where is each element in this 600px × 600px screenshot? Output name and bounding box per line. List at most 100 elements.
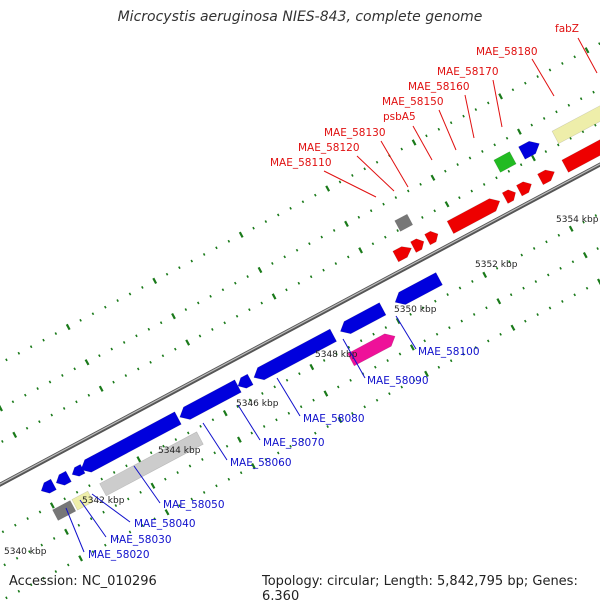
tick-mark [485,306,488,310]
forward-gene-label: MAE_58120 [298,142,360,154]
tick-mark [309,275,313,279]
tick-mark [237,436,242,443]
tick-mark [42,338,45,342]
scale-label: 5352 kbp [475,260,518,270]
tick-mark [201,458,204,461]
tick-mark [349,378,352,382]
tick-mark [394,196,398,199]
tick-mark [322,268,325,272]
tick-mark [141,286,144,289]
gene-green [493,151,517,173]
tick-mark [375,160,379,164]
tick-mark [262,425,266,428]
gene-callouts: MAE_58110 MAE_58120 MAE_58130 psbA5 MAE_5815… [65,23,598,561]
tick-mark [374,365,377,369]
tick-mark [261,392,264,395]
tick-mark [61,374,64,377]
tick-mark [448,326,451,330]
tick-mark [297,281,301,285]
tick-mark [474,346,478,349]
tick-mark [446,293,449,296]
scale-label: 5346 kbp [236,399,279,409]
tick-mark [474,108,478,111]
tick-mark [248,398,252,402]
tick-mark [75,490,79,494]
tick-mark [54,332,58,335]
tick-mark [124,374,128,377]
tick-mark [409,344,415,351]
tick-mark [359,339,363,343]
tick-mark [273,385,276,389]
tick-mark [225,444,229,448]
tick-mark [89,517,93,521]
tick-mark [112,471,116,474]
tick-mark [573,293,576,297]
tick-mark [73,367,76,371]
accession-label: Accession: [9,574,78,589]
tick-mark [264,458,268,461]
gene-yellow [71,490,94,511]
tick-mark [522,286,525,290]
tick-mark [202,491,206,494]
tick-mark [147,327,151,331]
tick-mark [188,464,192,468]
reverse-gene-label: MAE_58030 [110,534,172,546]
gene-gray-long [99,431,204,497]
tick-mark [178,504,181,508]
tick-mark [481,150,484,153]
tick-mark [398,352,402,356]
tick-mark [585,286,589,290]
reverse-gene-label-leader [342,338,366,379]
tick-mark [536,75,539,78]
tick-mark [582,251,588,259]
tick-mark [161,354,165,358]
tick-mark [283,255,286,259]
tick-mark [5,358,8,362]
tick-mark [382,202,385,206]
tick-mark [314,193,317,197]
tick-mark [511,88,515,92]
tick-mark [190,259,194,263]
tick-mark [174,438,178,441]
tick-mark [584,47,590,54]
tick-mark [309,363,315,371]
reverse-gene-label-leader [65,507,85,553]
tick-mark [276,451,280,455]
tick-mark [79,318,82,322]
tick-mark [186,431,190,435]
length-label: Length: [383,574,433,589]
tick-mark [495,176,498,180]
tick-mark [29,583,33,587]
genes-label: Genes: [532,574,578,589]
tick-mark [63,497,66,501]
tick-mark [325,185,331,192]
tick-mark [198,334,202,338]
tick-mark [548,68,552,72]
tick-mark [384,235,387,239]
tick-mark [499,332,502,336]
tick-mark [508,260,511,264]
tick-mark [285,288,288,292]
tick-mark [246,275,249,278]
tick-mark [444,201,450,208]
tick-mark [78,555,83,562]
tick-mark [517,128,522,135]
tick-mark [171,312,176,320]
tick-mark [425,134,428,138]
reverse-gene-label: MAE_58020 [88,549,150,561]
tick-mark [110,347,114,351]
tick-mark [409,312,412,316]
forward-gene-label: MAE_58150 [382,96,444,108]
tick-mark [510,324,516,331]
tick-mark [211,328,214,331]
tick-mark [271,293,277,300]
tick-mark [50,413,54,417]
forward-gene-label-leader [438,109,457,151]
tick-mark [301,200,305,204]
reverse-gene-label-leader [91,493,131,523]
tick-mark [276,213,280,217]
genome-summary: Topology: circular; Length: 5,842,795 bp… [262,574,600,600]
reverse-gene-label-leader [79,499,107,538]
reverse-gene-label: MAE_58050 [163,499,225,511]
tick-mark [149,360,152,364]
